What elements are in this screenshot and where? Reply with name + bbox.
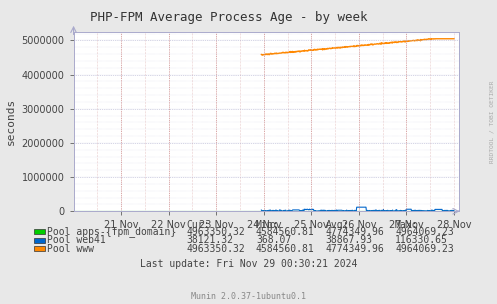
- Text: 116330.65: 116330.65: [395, 235, 448, 245]
- Text: 4964069.23: 4964069.23: [395, 244, 454, 254]
- Text: 38121.32: 38121.32: [186, 235, 234, 245]
- Text: 4963350.32: 4963350.32: [186, 227, 245, 237]
- Text: RRDTOOL / TOBI OETIKER: RRDTOOL / TOBI OETIKER: [490, 80, 495, 163]
- Text: Avg:: Avg:: [326, 220, 349, 230]
- Text: Pool www: Pool www: [47, 244, 94, 254]
- Y-axis label: seconds: seconds: [6, 98, 16, 145]
- Text: Last update: Fri Nov 29 00:30:21 2024: Last update: Fri Nov 29 00:30:21 2024: [140, 259, 357, 269]
- Text: 368.07: 368.07: [256, 235, 291, 245]
- Text: Cur:: Cur:: [186, 220, 210, 230]
- Text: PHP-FPM Average Process Age - by week: PHP-FPM Average Process Age - by week: [90, 11, 367, 24]
- Text: 4963350.32: 4963350.32: [186, 244, 245, 254]
- Text: 4584560.81: 4584560.81: [256, 227, 315, 237]
- Text: Min:: Min:: [256, 220, 279, 230]
- Text: Max:: Max:: [395, 220, 418, 230]
- Text: 4964069.23: 4964069.23: [395, 227, 454, 237]
- Text: Munin 2.0.37-1ubuntu0.1: Munin 2.0.37-1ubuntu0.1: [191, 292, 306, 301]
- Text: Pool apps-{fpm_domain}: Pool apps-{fpm_domain}: [47, 226, 176, 237]
- Text: Pool web41: Pool web41: [47, 235, 106, 245]
- Text: 38867.93: 38867.93: [326, 235, 373, 245]
- Text: 4584560.81: 4584560.81: [256, 244, 315, 254]
- Text: 4774349.96: 4774349.96: [326, 244, 384, 254]
- Text: 4774349.96: 4774349.96: [326, 227, 384, 237]
